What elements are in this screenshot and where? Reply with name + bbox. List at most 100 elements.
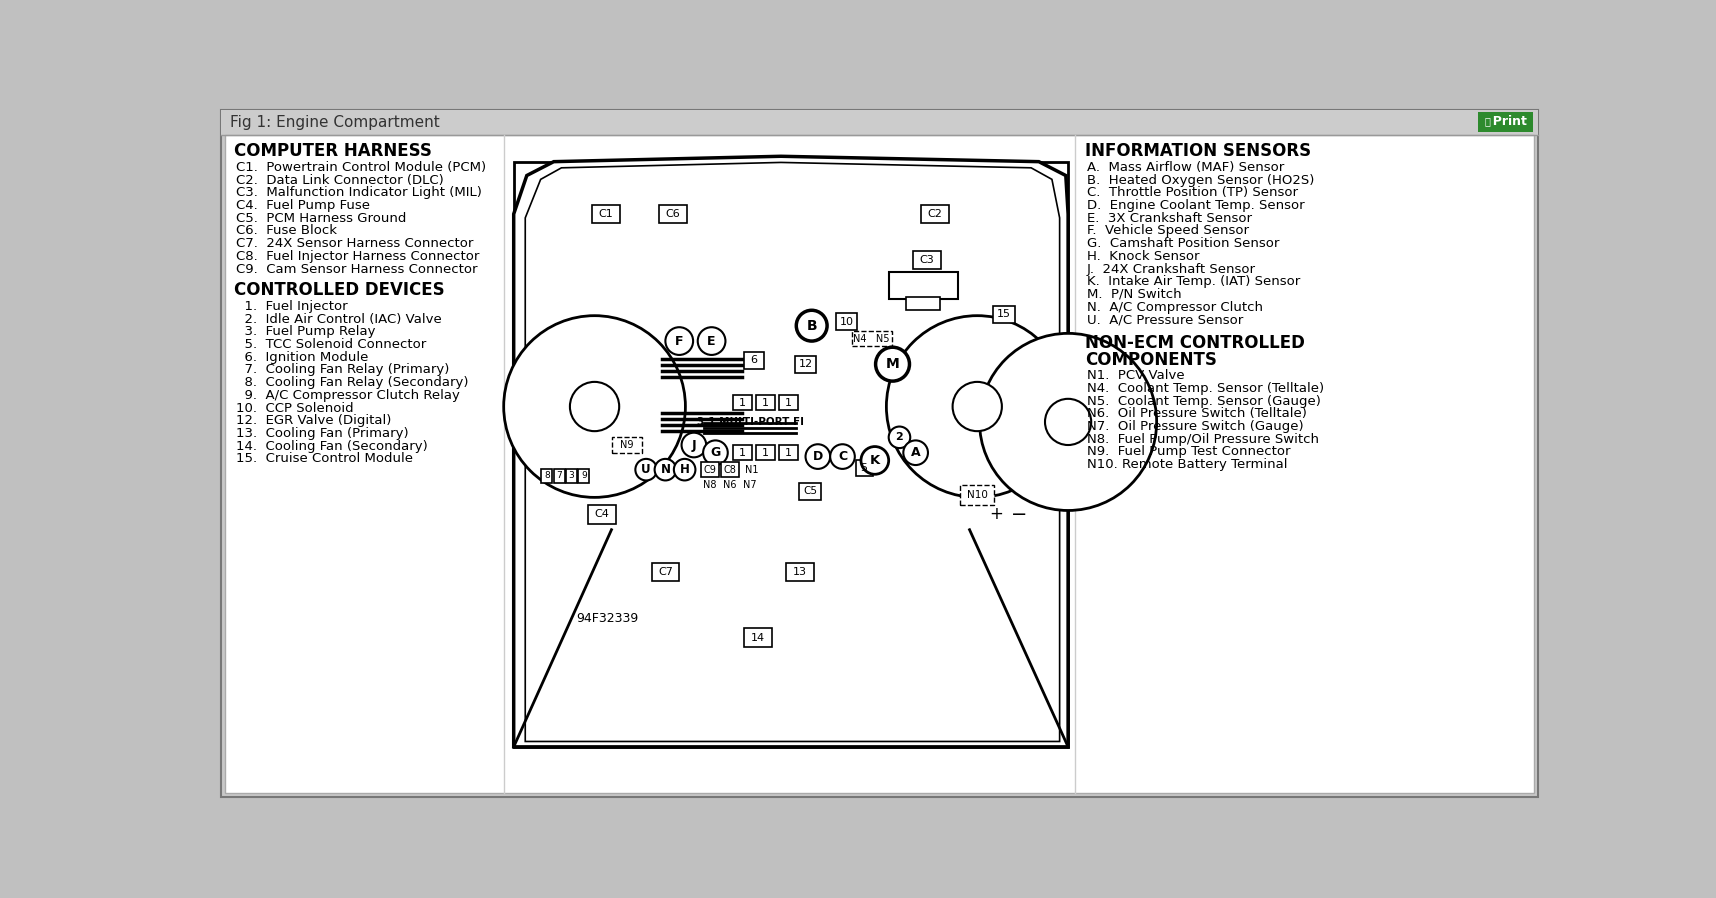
Text: 1: 1 xyxy=(786,448,793,458)
Bar xyxy=(652,563,680,581)
Text: N: N xyxy=(661,463,671,476)
Text: E.  3X Crankshaft Sensor: E. 3X Crankshaft Sensor xyxy=(1086,212,1251,224)
Text: H.  Knock Sensor: H. Knock Sensor xyxy=(1086,250,1199,263)
Text: M.  P/N Switch: M. P/N Switch xyxy=(1086,288,1181,301)
Text: 8.  Cooling Fan Relay (Secondary): 8. Cooling Fan Relay (Secondary) xyxy=(235,376,468,389)
Text: COMPUTER HARNESS: COMPUTER HARNESS xyxy=(233,143,432,161)
Bar xyxy=(733,445,752,461)
Text: C7.  24X Sensor Harness Connector: C7. 24X Sensor Harness Connector xyxy=(235,237,474,251)
Bar xyxy=(554,469,565,483)
Text: D.  Engine Coolant Temp. Sensor: D. Engine Coolant Temp. Sensor xyxy=(1086,199,1304,212)
Text: 15: 15 xyxy=(997,309,1011,319)
Text: 3: 3 xyxy=(568,471,575,480)
Text: 6.  Ignition Module: 6. Ignition Module xyxy=(235,351,369,364)
Text: H: H xyxy=(680,463,690,476)
Text: N.  A/C Compressor Clutch: N. A/C Compressor Clutch xyxy=(1086,301,1263,313)
Text: 7.  Cooling Fan Relay (Primary): 7. Cooling Fan Relay (Primary) xyxy=(235,364,450,376)
Bar xyxy=(994,305,1014,322)
Text: N9: N9 xyxy=(619,440,633,450)
Bar xyxy=(836,313,856,330)
Bar xyxy=(578,469,589,483)
Text: J.  24X Crankshaft Sensor: J. 24X Crankshaft Sensor xyxy=(1086,262,1256,276)
Text: C1.  Powertrain Control Module (PCM): C1. Powertrain Control Module (PCM) xyxy=(235,161,486,174)
Text: NON-ECM CONTROLLED: NON-ECM CONTROLLED xyxy=(1085,334,1304,352)
Circle shape xyxy=(903,440,928,465)
Text: E: E xyxy=(707,335,716,348)
Text: C: C xyxy=(837,450,848,463)
Text: 7: 7 xyxy=(556,471,563,480)
Text: −: − xyxy=(1011,505,1028,524)
Bar xyxy=(795,356,817,373)
Text: 9: 9 xyxy=(582,471,587,480)
Text: N8: N8 xyxy=(704,480,717,490)
Bar xyxy=(659,205,686,224)
Bar xyxy=(700,462,719,478)
Text: 1: 1 xyxy=(762,448,769,458)
Text: 1.  Fuel Injector: 1. Fuel Injector xyxy=(235,300,347,313)
Circle shape xyxy=(889,427,909,448)
Text: J: J xyxy=(692,438,697,452)
Text: C5.  PCM Harness Ground: C5. PCM Harness Ground xyxy=(235,212,407,224)
Circle shape xyxy=(666,327,693,355)
Text: G.  Camshaft Position Sensor: G. Camshaft Position Sensor xyxy=(1086,237,1278,251)
Text: 1: 1 xyxy=(740,448,746,458)
Circle shape xyxy=(570,382,619,431)
Circle shape xyxy=(635,459,657,480)
Text: ⬛: ⬛ xyxy=(1484,117,1489,127)
Bar xyxy=(906,297,940,311)
Text: C2.  Data Link Connector (DLC): C2. Data Link Connector (DLC) xyxy=(235,173,443,187)
Text: C9.  Cam Sensor Harness Connector: C9. Cam Sensor Harness Connector xyxy=(235,262,477,276)
Bar xyxy=(745,352,764,369)
Text: 8: 8 xyxy=(544,471,549,480)
Text: U: U xyxy=(642,463,650,476)
Text: 5.  TCC Solenoid Connector: 5. TCC Solenoid Connector xyxy=(235,338,426,351)
Bar xyxy=(889,272,958,299)
Text: U.  A/C Pressure Sensor: U. A/C Pressure Sensor xyxy=(1086,313,1242,326)
Bar xyxy=(961,485,994,505)
Text: C6.  Fuse Block: C6. Fuse Block xyxy=(235,224,336,237)
Text: C4: C4 xyxy=(595,509,609,519)
Text: 10.  CCP Solenoid: 10. CCP Solenoid xyxy=(235,401,353,415)
Bar xyxy=(613,436,642,453)
Text: B: B xyxy=(807,319,817,332)
Circle shape xyxy=(952,382,1002,431)
Circle shape xyxy=(1045,399,1091,445)
Text: N10: N10 xyxy=(966,490,988,500)
Text: G: G xyxy=(710,446,721,459)
Text: N7: N7 xyxy=(743,480,757,490)
Text: 1: 1 xyxy=(762,398,769,408)
Bar xyxy=(800,483,820,499)
Text: 3.  Fuel Pump Relay: 3. Fuel Pump Relay xyxy=(235,325,376,339)
Circle shape xyxy=(805,445,831,469)
Bar xyxy=(566,469,577,483)
Text: 1: 1 xyxy=(740,398,746,408)
Text: 1: 1 xyxy=(786,398,793,408)
Text: N1.  PCV Valve: N1. PCV Valve xyxy=(1086,369,1184,383)
Text: CONTROLLED DEVICES: CONTROLLED DEVICES xyxy=(233,281,444,299)
Text: +: + xyxy=(990,506,1004,524)
Bar xyxy=(589,505,616,524)
Text: N6.  Oil Pressure Switch (Telltale): N6. Oil Pressure Switch (Telltale) xyxy=(1086,408,1306,420)
Circle shape xyxy=(980,333,1157,510)
Text: C3.  Malfunction Indicator Light (MIL): C3. Malfunction Indicator Light (MIL) xyxy=(235,186,482,199)
Circle shape xyxy=(704,440,728,465)
Text: K.  Intake Air Temp. (IAT) Sensor: K. Intake Air Temp. (IAT) Sensor xyxy=(1086,275,1299,288)
Circle shape xyxy=(887,316,1067,497)
Bar xyxy=(757,445,774,461)
Text: M: M xyxy=(885,357,899,371)
Bar xyxy=(1477,111,1532,132)
Bar xyxy=(913,251,940,269)
Text: C3: C3 xyxy=(920,255,935,265)
Text: C1: C1 xyxy=(599,209,614,219)
Circle shape xyxy=(505,316,685,497)
Text: N7.  Oil Pressure Switch (Gauge): N7. Oil Pressure Switch (Gauge) xyxy=(1086,420,1302,433)
Text: B.  Heated Oxygen Sensor (HO2S): B. Heated Oxygen Sensor (HO2S) xyxy=(1086,173,1314,187)
Text: Fig 1: Engine Compartment: Fig 1: Engine Compartment xyxy=(230,115,439,130)
Text: 14: 14 xyxy=(750,632,765,643)
Bar xyxy=(745,629,772,647)
Circle shape xyxy=(796,311,827,341)
Bar xyxy=(779,445,798,461)
Bar xyxy=(221,110,1538,135)
Text: Print: Print xyxy=(1484,115,1527,128)
PathPatch shape xyxy=(513,156,1067,747)
